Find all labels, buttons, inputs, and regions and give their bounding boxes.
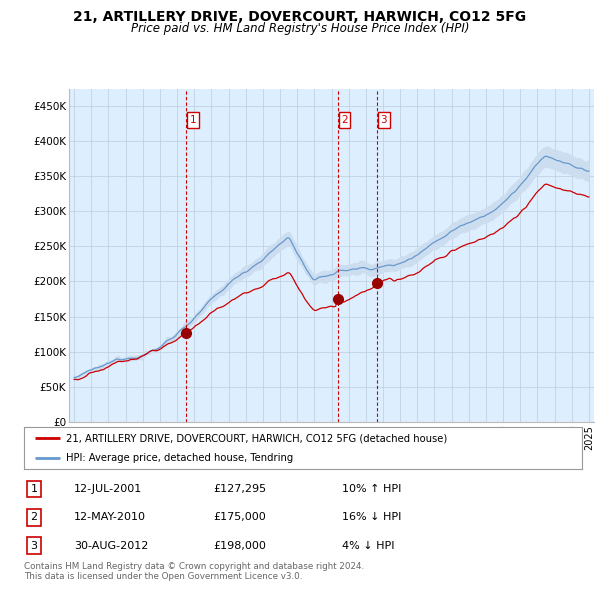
Text: 4% ↓ HPI: 4% ↓ HPI bbox=[342, 540, 395, 550]
Text: £198,000: £198,000 bbox=[214, 540, 266, 550]
Text: Price paid vs. HM Land Registry's House Price Index (HPI): Price paid vs. HM Land Registry's House … bbox=[131, 22, 469, 35]
Text: 30-AUG-2012: 30-AUG-2012 bbox=[74, 540, 149, 550]
Text: 1: 1 bbox=[31, 484, 38, 494]
Text: 16% ↓ HPI: 16% ↓ HPI bbox=[342, 512, 401, 522]
Text: 2: 2 bbox=[31, 512, 38, 522]
Text: 12-JUL-2001: 12-JUL-2001 bbox=[74, 484, 142, 494]
Text: Contains HM Land Registry data © Crown copyright and database right 2024.
This d: Contains HM Land Registry data © Crown c… bbox=[24, 562, 364, 581]
Text: HPI: Average price, detached house, Tendring: HPI: Average price, detached house, Tend… bbox=[66, 453, 293, 463]
Text: 21, ARTILLERY DRIVE, DOVERCOURT, HARWICH, CO12 5FG: 21, ARTILLERY DRIVE, DOVERCOURT, HARWICH… bbox=[73, 10, 527, 24]
Text: 10% ↑ HPI: 10% ↑ HPI bbox=[342, 484, 401, 494]
Text: £175,000: £175,000 bbox=[214, 512, 266, 522]
Text: 1: 1 bbox=[190, 115, 196, 125]
Text: 3: 3 bbox=[380, 115, 387, 125]
Text: 2: 2 bbox=[341, 115, 348, 125]
Text: 3: 3 bbox=[31, 540, 38, 550]
Text: £127,295: £127,295 bbox=[214, 484, 267, 494]
Text: 21, ARTILLERY DRIVE, DOVERCOURT, HARWICH, CO12 5FG (detached house): 21, ARTILLERY DRIVE, DOVERCOURT, HARWICH… bbox=[66, 434, 447, 444]
Text: 12-MAY-2010: 12-MAY-2010 bbox=[74, 512, 146, 522]
